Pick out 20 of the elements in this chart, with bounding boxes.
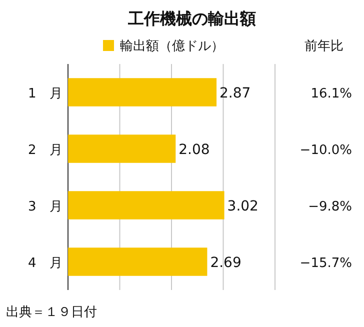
text: −10.0% — [300, 142, 352, 158]
data-label: 3.02 — [227, 198, 258, 214]
y-tick-label: 4 月 — [28, 256, 62, 271]
y-tick-label: 2 月 — [28, 142, 62, 158]
chart-title: 工作機械の輸出額 — [127, 9, 256, 28]
bar — [68, 134, 176, 163]
bar — [68, 191, 224, 220]
text: 16.1% — [310, 86, 352, 102]
y-tick-label: 1 月 — [28, 86, 62, 102]
y-tick-label: 3 月 — [28, 199, 62, 214]
text: 前年比 — [304, 39, 344, 54]
legend-label: 輸出額（億ドル） — [120, 39, 224, 54]
source-note: 出典＝１９日付 — [6, 305, 97, 320]
text: −15.7% — [300, 256, 352, 271]
bar — [68, 248, 208, 276]
data-label: 2.69 — [210, 254, 242, 271]
text: −9.8% — [308, 199, 352, 214]
data-label: 2.87 — [220, 85, 251, 102]
bar — [68, 78, 217, 106]
data-label: 2.08 — [178, 142, 210, 158]
